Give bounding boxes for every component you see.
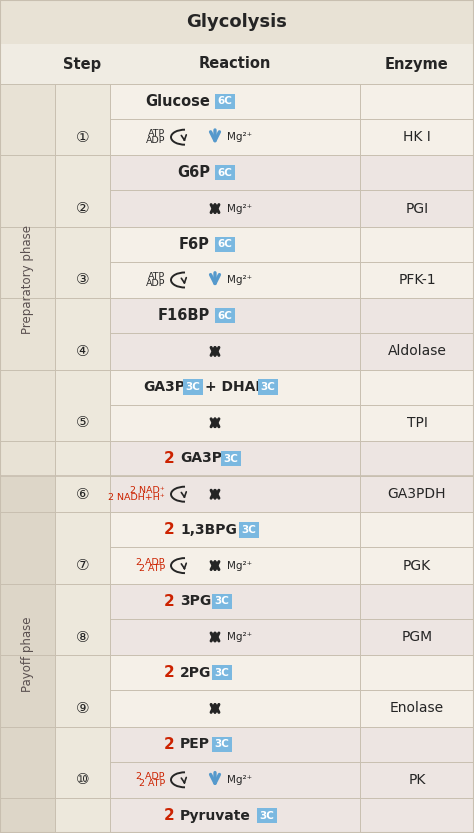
Text: ④: ④ [76,344,89,359]
Text: 2: 2 [164,666,175,681]
Text: 2: 2 [164,594,175,609]
Text: 3C: 3C [215,596,229,606]
Bar [0,0,474,44]
Text: 6C: 6C [218,97,232,107]
Text: PGK: PGK [403,559,431,572]
Text: PFK-1: PFK-1 [398,273,436,287]
Bar [110,84,474,191]
Text: TPI: TPI [407,416,428,430]
Text: 2 ADP: 2 ADP [137,558,165,566]
Text: 2: 2 [164,808,175,823]
Text: Payoff phase: Payoff phase [21,616,34,692]
Text: + DHAP: + DHAP [205,380,265,394]
Bar [110,512,474,619]
Bar [110,298,474,405]
Bar [110,441,474,547]
Text: 2 NAD⁺: 2 NAD⁺ [130,486,165,496]
Text: Pyruvate: Pyruvate [180,809,251,822]
Bar [110,156,474,262]
Text: PK: PK [408,773,426,787]
Text: ②: ② [76,201,89,216]
Text: 2: 2 [164,451,175,466]
Bar [110,656,474,761]
Bar [55,84,110,833]
Text: 3C: 3C [261,382,275,392]
Text: ⑤: ⑤ [76,416,89,431]
Text: Step: Step [64,57,101,72]
Text: 1,3BPG: 1,3BPG [180,523,237,537]
Text: 3C: 3C [224,453,238,463]
Text: F6P: F6P [179,237,210,252]
Text: 3C: 3C [260,811,274,821]
Text: 6C: 6C [218,311,232,321]
Text: 3C: 3C [242,525,256,535]
Text: ADP: ADP [146,279,165,287]
Bar [110,370,474,476]
Text: 2 ATP: 2 ATP [139,779,165,788]
Text: Mg²⁺: Mg²⁺ [227,132,252,142]
Text: ⑩: ⑩ [76,772,89,787]
Bar [110,726,474,833]
Text: ⑥: ⑥ [76,486,89,501]
Text: ATP: ATP [148,272,165,282]
Text: Reaction: Reaction [199,57,271,72]
Text: Glucose: Glucose [145,94,210,109]
Text: GA3P: GA3P [143,380,185,394]
Text: PEP: PEP [180,737,210,751]
Text: ⑨: ⑨ [76,701,89,716]
Text: Mg²⁺: Mg²⁺ [227,203,252,213]
Text: ATP: ATP [148,129,165,138]
Text: Enolase: Enolase [390,701,444,716]
Text: Preparatory phase: Preparatory phase [21,226,34,335]
Text: Enzyme: Enzyme [385,57,449,72]
Text: 2: 2 [164,736,175,751]
Text: ⑧: ⑧ [76,630,89,645]
Text: PGI: PGI [405,202,428,216]
Text: 2 ATP: 2 ATP [139,565,165,573]
Text: Aldolase: Aldolase [388,344,447,358]
Text: Mg²⁺: Mg²⁺ [227,275,252,285]
Text: F16BP: F16BP [158,308,210,323]
Text: 2PG: 2PG [180,666,211,680]
Text: ADP: ADP [146,136,165,145]
Text: 6C: 6C [218,239,232,249]
Text: ③: ③ [76,272,89,287]
Bar [110,227,474,333]
Text: GA3P: GA3P [180,451,222,466]
Bar [110,584,474,691]
Text: 3C: 3C [185,382,201,392]
Text: Mg²⁺: Mg²⁺ [227,775,252,785]
Text: PGM: PGM [401,630,433,644]
Text: 2 ADP: 2 ADP [137,772,165,781]
Text: 2 NADH+H⁺: 2 NADH+H⁺ [108,493,165,502]
Text: Mg²⁺: Mg²⁺ [227,632,252,642]
Text: HK I: HK I [403,130,431,144]
Bar [0,44,474,84]
Text: Mg²⁺: Mg²⁺ [227,561,252,571]
Text: 6C: 6C [218,168,232,178]
Text: 3C: 3C [215,668,229,678]
Bar [0,476,55,833]
Text: Glycolysis: Glycolysis [187,13,287,31]
Bar [0,84,55,476]
Text: 3PG: 3PG [180,594,211,608]
Text: GA3PDH: GA3PDH [388,487,446,501]
Text: ①: ① [76,130,89,145]
Text: G6P: G6P [177,166,210,181]
Text: ⑦: ⑦ [76,558,89,573]
Text: 3C: 3C [215,739,229,749]
Text: 2: 2 [164,522,175,537]
